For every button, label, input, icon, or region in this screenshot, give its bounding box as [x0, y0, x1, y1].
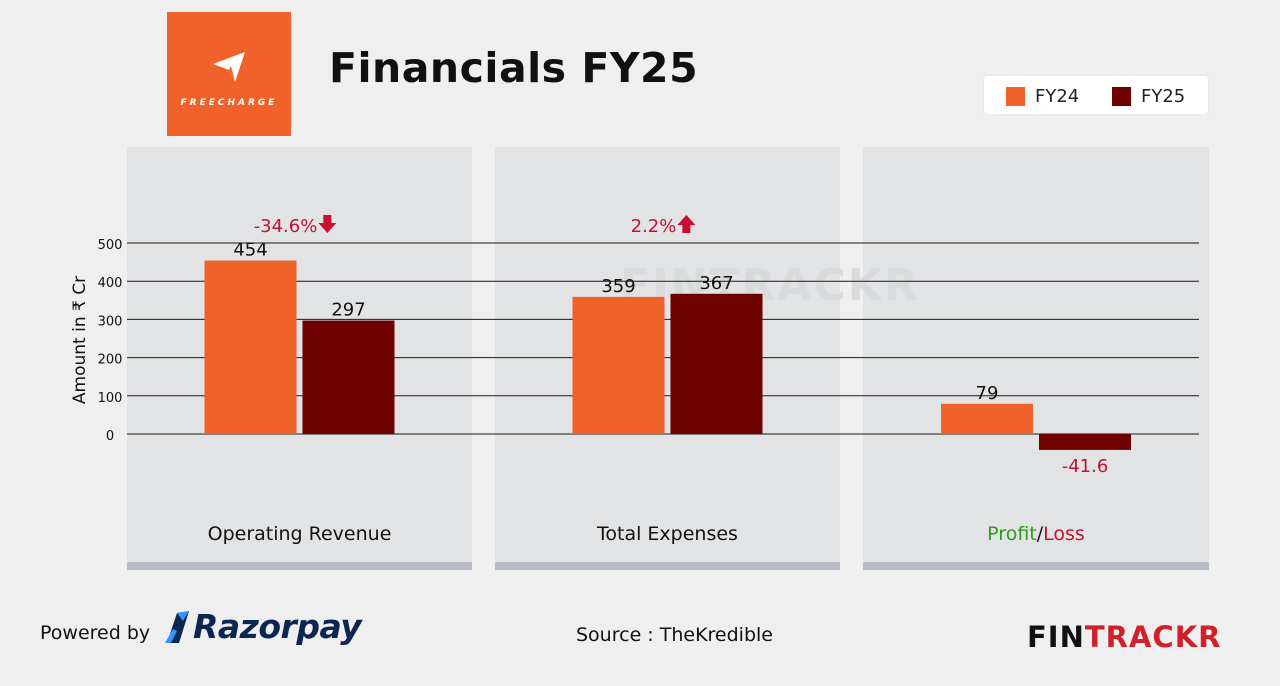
legend-item-fy25: FY25: [1112, 86, 1185, 107]
chart-panel: [495, 147, 840, 562]
bar-fy25: [1039, 434, 1131, 450]
bar-fy25: [302, 320, 395, 434]
chart-panel-base: [495, 562, 840, 570]
data-label: 359: [601, 276, 635, 297]
y-tick-label: 0: [106, 429, 114, 444]
change-label: -34.6%: [254, 216, 318, 237]
category-label-part: Loss: [1043, 523, 1085, 545]
financials-bar-chart: FINTRACKR 0 100 200 300 400 500 Amount in ₹ Cr 4…: [70, 147, 1209, 570]
data-label: -41.6: [1062, 456, 1109, 477]
legend-swatch-fy24: [1006, 87, 1025, 106]
data-label: 367: [699, 273, 733, 294]
freecharge-logo: FREECHARGE: [167, 12, 291, 136]
category-label: Profit/Loss: [987, 523, 1085, 545]
y-tick-label: 300: [98, 314, 123, 329]
y-tick-label: 500: [98, 238, 123, 253]
razorpay-mark-icon: [165, 610, 189, 643]
chart-panel: [863, 147, 1209, 562]
legend-swatch-fy25: [1112, 87, 1131, 106]
legend-item-fy24: FY24: [1006, 86, 1079, 107]
category-label: Total Expenses: [596, 523, 738, 545]
chart-panel: [127, 147, 472, 562]
freecharge-wordmark: FREECHARGE: [180, 98, 278, 108]
arrow-up-icon: [677, 215, 696, 233]
change-label: 2.2%: [631, 216, 677, 237]
chart-legend: FY24 FY25: [984, 76, 1208, 114]
source-label: Source : TheKredible: [576, 624, 773, 646]
fintrackr-logo: FINTRACKR: [1027, 620, 1222, 654]
y-axis-label: Amount in ₹ Cr: [70, 276, 90, 404]
bar-fy25: [670, 293, 763, 434]
fintrackr-part2: TRACKR: [1084, 620, 1222, 654]
razorpay-wordmark: Razorpay: [193, 607, 362, 646]
y-tick-label: 100: [98, 391, 123, 406]
bar-fy24: [941, 403, 1033, 434]
legend-label-fy24: FY24: [1035, 86, 1080, 107]
legend-label-fy25: FY25: [1141, 86, 1186, 107]
page-title: Financials FY25: [329, 44, 699, 92]
bar-fy24: [204, 260, 297, 434]
data-label: 79: [976, 383, 999, 404]
category-label: Operating Revenue: [208, 523, 392, 545]
data-label: 297: [331, 300, 365, 321]
powered-by-label: Powered by: [40, 622, 151, 644]
freecharge-arrow-icon: [213, 52, 245, 82]
fintrackr-part1: FIN: [1027, 620, 1085, 654]
category-label-part: Profit: [987, 523, 1037, 545]
bar-fy24: [572, 296, 665, 434]
razorpay-logo: Razorpay: [163, 607, 362, 646]
chart-panel-base: [863, 562, 1209, 570]
watermark-text: FINTRACKR: [620, 260, 919, 311]
chart-panel-base: [127, 562, 472, 570]
data-label: 454: [233, 240, 267, 261]
y-tick-label: 400: [98, 276, 123, 291]
y-tick-label: 200: [98, 353, 123, 368]
arrow-down-icon: [318, 215, 337, 233]
category-label-part: /: [1037, 523, 1044, 545]
